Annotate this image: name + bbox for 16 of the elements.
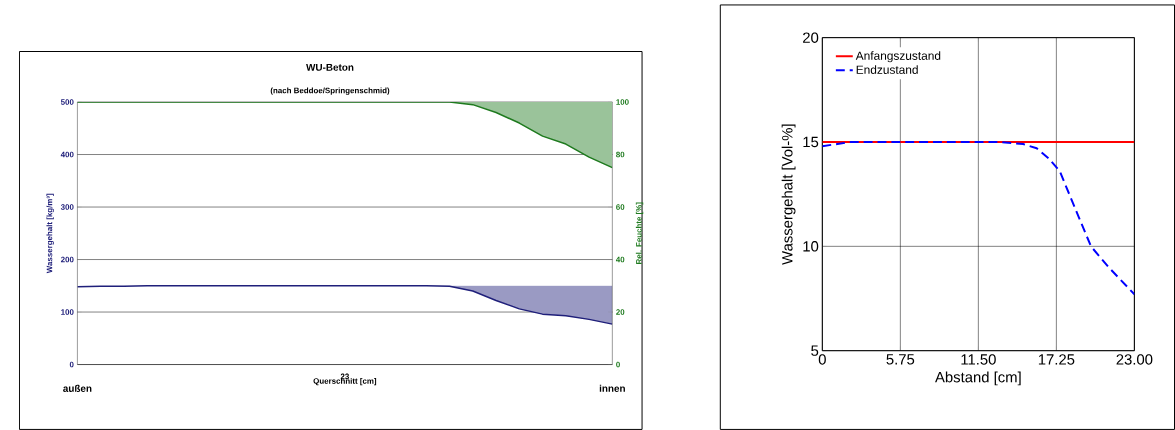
y-tick-label: 10 (803, 241, 819, 252)
x-axis-title: Abstand [cm] (935, 371, 1021, 386)
x-tick-label: 17.25 (1038, 354, 1075, 365)
y-tick-label: 5 (811, 345, 819, 356)
x-tick-label: 11.50 (961, 354, 996, 365)
text: innen (599, 384, 625, 392)
text: außen (63, 384, 92, 392)
y-tick-label: 15 (803, 136, 819, 148)
y-axis-title: Wassergehalt [Vol-%] (781, 124, 796, 265)
x-tick-label: 0 (818, 354, 826, 365)
legend-label: Endzustand (856, 65, 918, 75)
x-tick-label: 5.75 (886, 354, 915, 365)
x-tick-label: 23.00 (1116, 354, 1153, 365)
chart-title: WU-Beton (306, 63, 354, 71)
legend-label: Anfangszustand (855, 51, 941, 63)
y-tick-label: 20 (803, 32, 819, 43)
